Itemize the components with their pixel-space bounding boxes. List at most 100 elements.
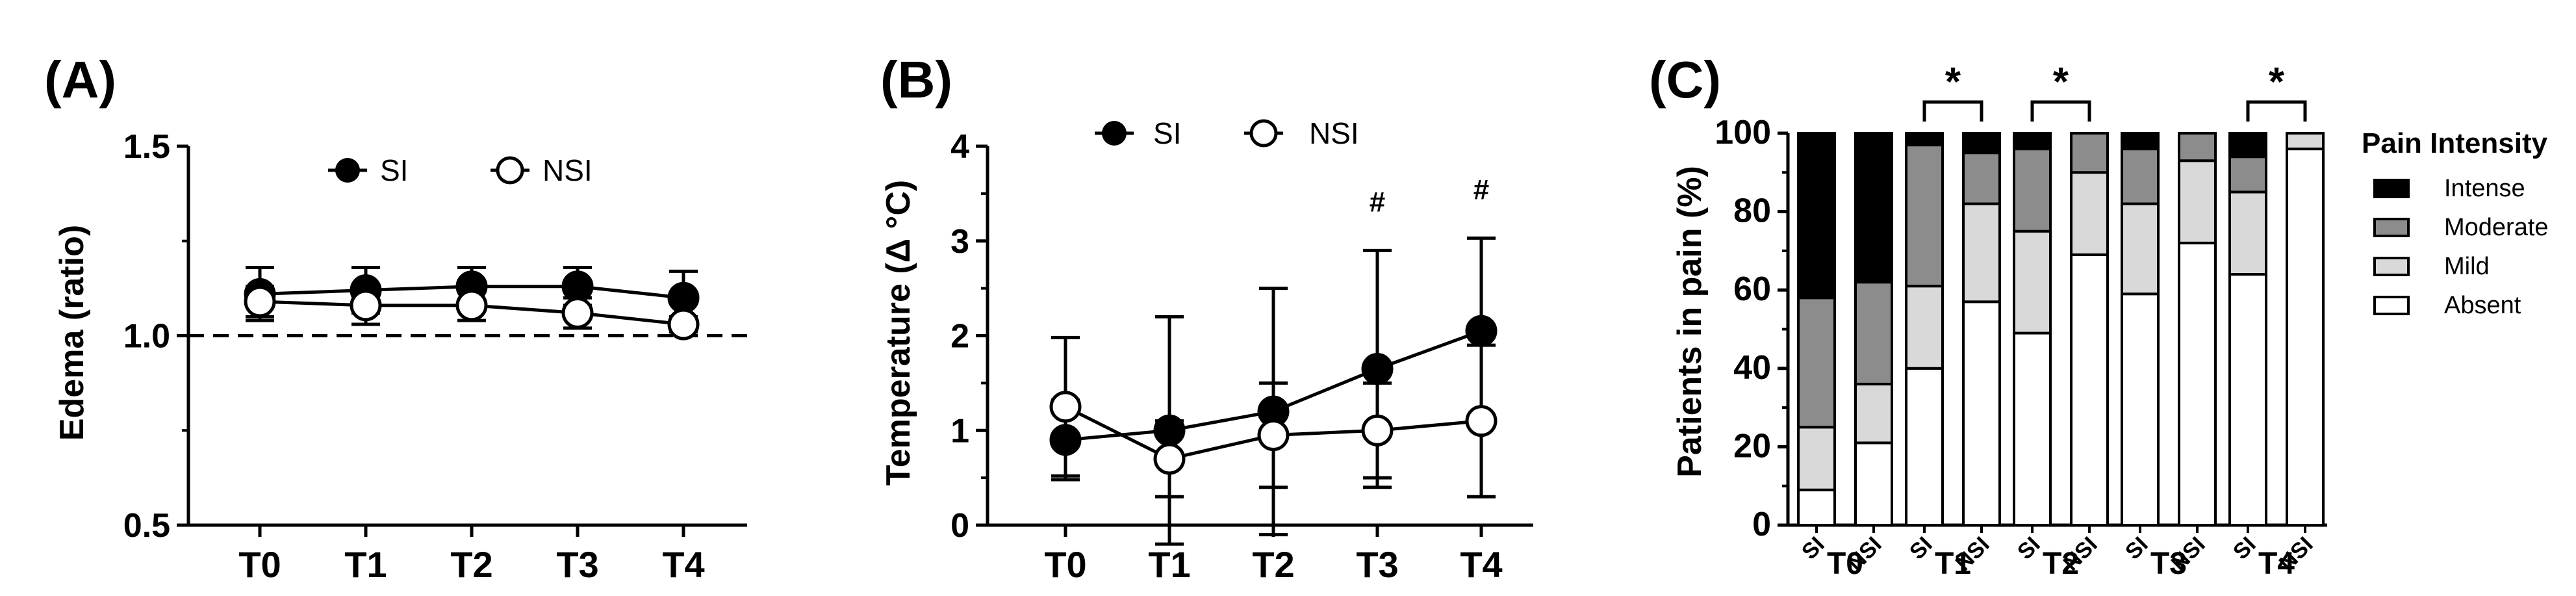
x-tick-label: T1: [344, 544, 387, 585]
x-tick-label: T2: [1252, 544, 1294, 585]
y-tick-label: 2: [950, 318, 969, 356]
bar-segment-moderate: [1962, 151, 2001, 205]
x-subcategory-label: SI: [2228, 532, 2261, 565]
x-group-label: T0: [1827, 547, 1863, 581]
panel-a-label: (A): [44, 51, 116, 109]
bar-segment-moderate: [2013, 148, 2052, 233]
legend-nsi-label: NSI: [542, 153, 593, 187]
y-tick-label: 80: [1733, 192, 1771, 230]
y-tick-label: 0.5: [123, 507, 170, 545]
bar-segment-moderate: [1797, 296, 1836, 429]
x-group-label: T2: [2043, 547, 2079, 581]
panel-a-plot: 0.5 1.0 1.5 T0 T1 T2 T3 T4: [123, 128, 747, 585]
x-subcategory-label: SI: [2121, 532, 2153, 565]
bar-segment-intense: [1905, 132, 1944, 147]
significance-mark: *: [2269, 60, 2285, 105]
data-point-si: [667, 281, 700, 314]
significance-mark: #: [1370, 186, 1385, 218]
x-tick-label: T3: [1356, 544, 1398, 585]
x-group-label: T3: [2150, 547, 2187, 581]
data-point-si: [1153, 414, 1186, 447]
data-point-nsi: [667, 308, 700, 341]
legend-si-marker: [335, 158, 360, 183]
significance-mark: #: [1473, 174, 1489, 205]
y-tick-label: 1.0: [123, 318, 170, 356]
panel-a-legend: SI NSI: [328, 153, 593, 187]
y-tick-label: 3: [950, 223, 969, 261]
legend-absent-label: Absent: [2444, 292, 2521, 319]
data-point-nsi: [561, 297, 594, 330]
bar-segment-mild: [2178, 159, 2217, 244]
legend-moderate-swatch: [2373, 218, 2410, 237]
bar-segment-mild: [1962, 202, 2001, 304]
bar-segment-absent: [2070, 253, 2109, 526]
bar-segment-moderate: [1854, 281, 1893, 385]
x-tick-label: T4: [662, 544, 704, 585]
y-tick-label: 20: [1733, 427, 1771, 465]
panel-c-label: (C): [1649, 51, 1721, 109]
panel-b-plot: 0 1 2 3 4 T0 T1 T2 T3 T4 # #: [950, 128, 1533, 585]
x-subcategory-label: SI: [1797, 532, 1830, 565]
data-point-nsi: [455, 289, 488, 322]
data-point-nsi: [1361, 414, 1394, 447]
y-tick-label: 4: [950, 128, 969, 166]
panel-b-legend: SI NSI: [1095, 116, 1359, 150]
panel-c-legend: Pain Intensity Intense Moderate Mild Abs…: [2362, 127, 2549, 319]
bar-segment-intense: [1797, 132, 1836, 300]
x-group-label: T1: [1935, 547, 1971, 581]
bar-segment-intense: [2228, 132, 2267, 159]
bar-segment-mild: [2070, 171, 2109, 256]
bar-segment-absent: [1854, 441, 1893, 526]
bar-segment-mild: [2228, 190, 2267, 276]
legend-mild-swatch: [2373, 257, 2410, 276]
bar-segment-mild: [1797, 426, 1836, 491]
data-point-si: [1465, 315, 1498, 347]
bar-segment-absent: [2286, 148, 2325, 526]
bar-segment-absent: [2228, 273, 2267, 526]
legend-nsi-label: NSI: [1309, 116, 1359, 150]
legend-nsi-marker: [1249, 119, 1278, 148]
data-point-nsi: [1049, 391, 1082, 423]
significance-bracket: [1922, 100, 1983, 122]
y-tick-label: 40: [1733, 349, 1771, 387]
x-tick-label: T2: [450, 544, 492, 585]
x-tick-label: T0: [1044, 544, 1086, 585]
bar-segment-mild: [2121, 202, 2160, 296]
bar-segment-mild: [1905, 285, 1944, 370]
bar-segment-intense: [1854, 132, 1893, 284]
bar-segment-moderate: [2178, 132, 2217, 162]
bar-segment-absent: [2178, 241, 2217, 526]
bar-segment-intense: [2013, 132, 2052, 151]
panel-a: (A) Edema (ratio) 0.5 1.0 1.5 T0 T1 T2 T3 T4 SI…: [44, 51, 747, 585]
bar-segment-moderate: [2070, 132, 2109, 174]
legend-absent-swatch: [2373, 296, 2410, 315]
data-point-nsi: [1153, 443, 1186, 475]
panel-c-ylabel: Patients in pain (%): [1671, 166, 1709, 478]
significance-mark: *: [1945, 60, 1961, 105]
panel-b: (B) Temperature (Δ °C) 0 1 2 3 4 T0 T1 T2 T3 T4 # #…: [880, 51, 1533, 585]
significance-mark: *: [2053, 60, 2069, 105]
panel-b-label: (B): [880, 51, 952, 109]
data-point-si: [1049, 424, 1082, 456]
data-point-nsi: [244, 285, 276, 318]
bar-segment-absent: [1905, 367, 1944, 526]
legend-title: Pain Intensity: [2362, 127, 2548, 159]
data-point-si: [1361, 353, 1394, 385]
bar-segment-intense: [2121, 132, 2160, 151]
bar-segment-absent: [2013, 331, 2052, 527]
legend-mild-label: Mild: [2444, 253, 2490, 280]
significance-bracket: [2246, 100, 2307, 122]
x-tick-label: T3: [556, 544, 598, 585]
legend-si-label: SI: [380, 153, 408, 187]
bar-segment-moderate: [1905, 144, 1944, 288]
bar-segment-mild: [1854, 382, 1893, 445]
bar-segment-absent: [1962, 300, 2001, 526]
bar-segment-absent: [1797, 488, 1836, 526]
legend-si-label: SI: [1153, 116, 1181, 150]
x-tick-label: T0: [238, 544, 281, 585]
legend-intense-label: Intense: [2444, 175, 2525, 202]
panel-a-ylabel: Edema (ratio): [53, 225, 91, 441]
bar-segment-absent: [2121, 292, 2160, 526]
bar-segment-moderate: [2121, 148, 2160, 205]
